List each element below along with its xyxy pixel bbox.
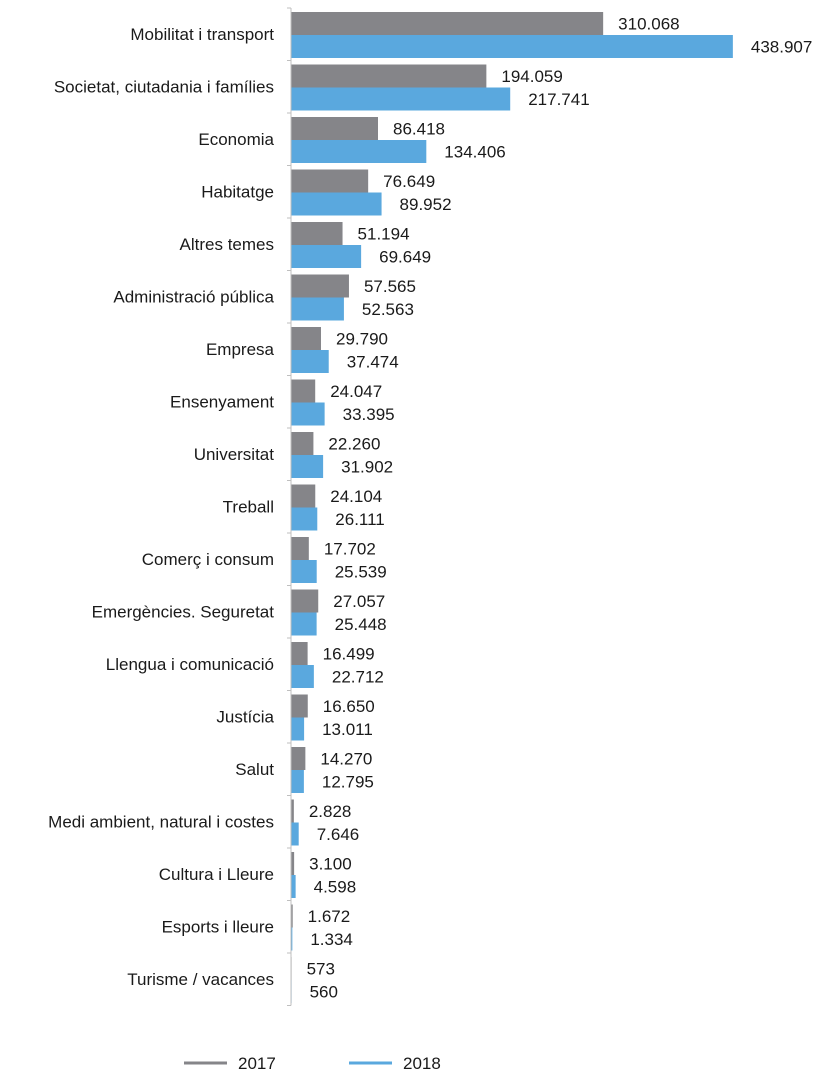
category-label: Turisme / vacances: [127, 970, 274, 989]
category-label: Empresa: [206, 340, 275, 359]
category-label: Llengua i comunicació: [106, 655, 274, 674]
value-label-2018: 22.712: [332, 668, 384, 687]
value-label-2017: 22.260: [328, 435, 380, 454]
value-label-2017: 76.649: [383, 172, 435, 191]
bar-2018: [291, 455, 324, 478]
value-label-2018: 52.563: [362, 300, 414, 319]
bar-2018: [291, 875, 296, 898]
value-label-2017: 194.059: [501, 67, 562, 86]
bar-2018: [291, 770, 304, 793]
bar-2018: [291, 297, 344, 321]
value-label-2018: 89.952: [400, 195, 452, 214]
bar-2017: [291, 274, 349, 298]
category-label: Medi ambient, natural i costes: [48, 813, 274, 832]
bar-2017: [291, 222, 343, 245]
category-label: Comerç i consum: [142, 550, 274, 569]
bar-2018: [291, 140, 427, 163]
category-label: Ensenyament: [170, 393, 274, 412]
value-label-2017: 16.499: [323, 645, 375, 664]
bar-2017: [291, 694, 308, 718]
value-label-2017: 310.068: [618, 15, 679, 34]
legend-label-2018: 2018: [403, 1054, 441, 1073]
value-label-2018: 12.795: [322, 773, 374, 792]
bar-2018: [291, 612, 317, 636]
value-label-2017: 16.650: [323, 697, 375, 716]
value-label-2018: 31.902: [341, 458, 393, 477]
category-label: Cultura i Lleure: [159, 865, 274, 884]
category-label: Universitat: [194, 445, 275, 464]
bar-2017: [291, 904, 293, 928]
category-label: Treball: [223, 498, 274, 517]
value-label-2017: 24.104: [330, 487, 382, 506]
category-label: Societat, ciutadania i famílies: [54, 78, 274, 97]
bar-2018: [291, 192, 382, 216]
value-label-2017: 1.672: [308, 907, 351, 926]
value-label-2018: 217.741: [528, 90, 589, 109]
bar-2017: [291, 327, 321, 350]
category-label: Altres temes: [180, 235, 274, 254]
value-label-2018: 33.395: [343, 405, 395, 424]
bar-2017: [291, 117, 379, 140]
value-label-2017: 86.418: [393, 120, 445, 139]
value-label-2018: 438.907: [751, 38, 812, 57]
bar-2017: [291, 484, 316, 508]
bar-2017: [291, 642, 308, 665]
category-label: Administració pública: [113, 288, 274, 307]
bar-2017: [291, 64, 487, 88]
value-label-2017: 14.270: [320, 750, 372, 769]
value-label-2018: 37.474: [347, 353, 399, 372]
value-label-2018: 134.406: [444, 143, 505, 162]
bar-2017: [291, 747, 306, 770]
bar-2017: [291, 12, 604, 35]
bar-2018: [291, 822, 299, 846]
value-label-2017: 24.047: [330, 382, 382, 401]
category-label: Economia: [198, 130, 274, 149]
value-label-2017: 2.828: [309, 802, 352, 821]
bar-2018: [291, 560, 317, 583]
bar-2018: [291, 402, 325, 426]
value-label-2018: 4.598: [314, 878, 357, 897]
category-label: Habitatge: [201, 183, 274, 202]
value-label-2017: 573: [307, 960, 335, 979]
bar-2018: [291, 507, 318, 531]
category-label: Emergències. Seguretat: [92, 603, 275, 622]
bar-2018: [291, 245, 362, 268]
value-label-2018: 13.011: [322, 720, 373, 739]
category-label: Esports i lleure: [162, 918, 274, 937]
bar-2018: [291, 350, 329, 373]
legend-label-2017: 2017: [238, 1054, 276, 1073]
value-label-2017: 17.702: [324, 540, 376, 559]
value-label-2017: 57.565: [364, 277, 416, 296]
bar-2018: [291, 665, 314, 688]
value-label-2018: 1.334: [310, 930, 353, 949]
value-label-2018: 25.448: [335, 615, 387, 634]
value-label-2017: 51.194: [358, 225, 410, 244]
bar-2018: [291, 35, 733, 58]
bar-2017: [291, 169, 369, 193]
bar-2018: [291, 717, 305, 741]
category-label: Mobilitat i transport: [130, 25, 274, 44]
bar-2018: [291, 927, 293, 951]
value-label-2018: 69.649: [379, 248, 431, 267]
value-label-2017: 29.790: [336, 330, 388, 349]
bar-2017: [291, 589, 319, 613]
bar-2017: [291, 432, 314, 455]
bar-2017: [291, 852, 295, 875]
bar-2018: [291, 87, 511, 111]
bar-2017: [291, 379, 316, 403]
value-label-2017: 27.057: [333, 592, 385, 611]
value-label-2017: 3.100: [309, 855, 352, 874]
category-label: Salut: [235, 760, 274, 779]
bar-2017: [291, 537, 309, 560]
value-label-2018: 26.111: [335, 510, 384, 529]
bar-2017: [291, 799, 294, 823]
value-label-2018: 560: [310, 983, 338, 1002]
value-label-2018: 7.646: [317, 825, 360, 844]
category-label: Justícia: [216, 708, 274, 727]
value-label-2018: 25.539: [335, 563, 387, 582]
